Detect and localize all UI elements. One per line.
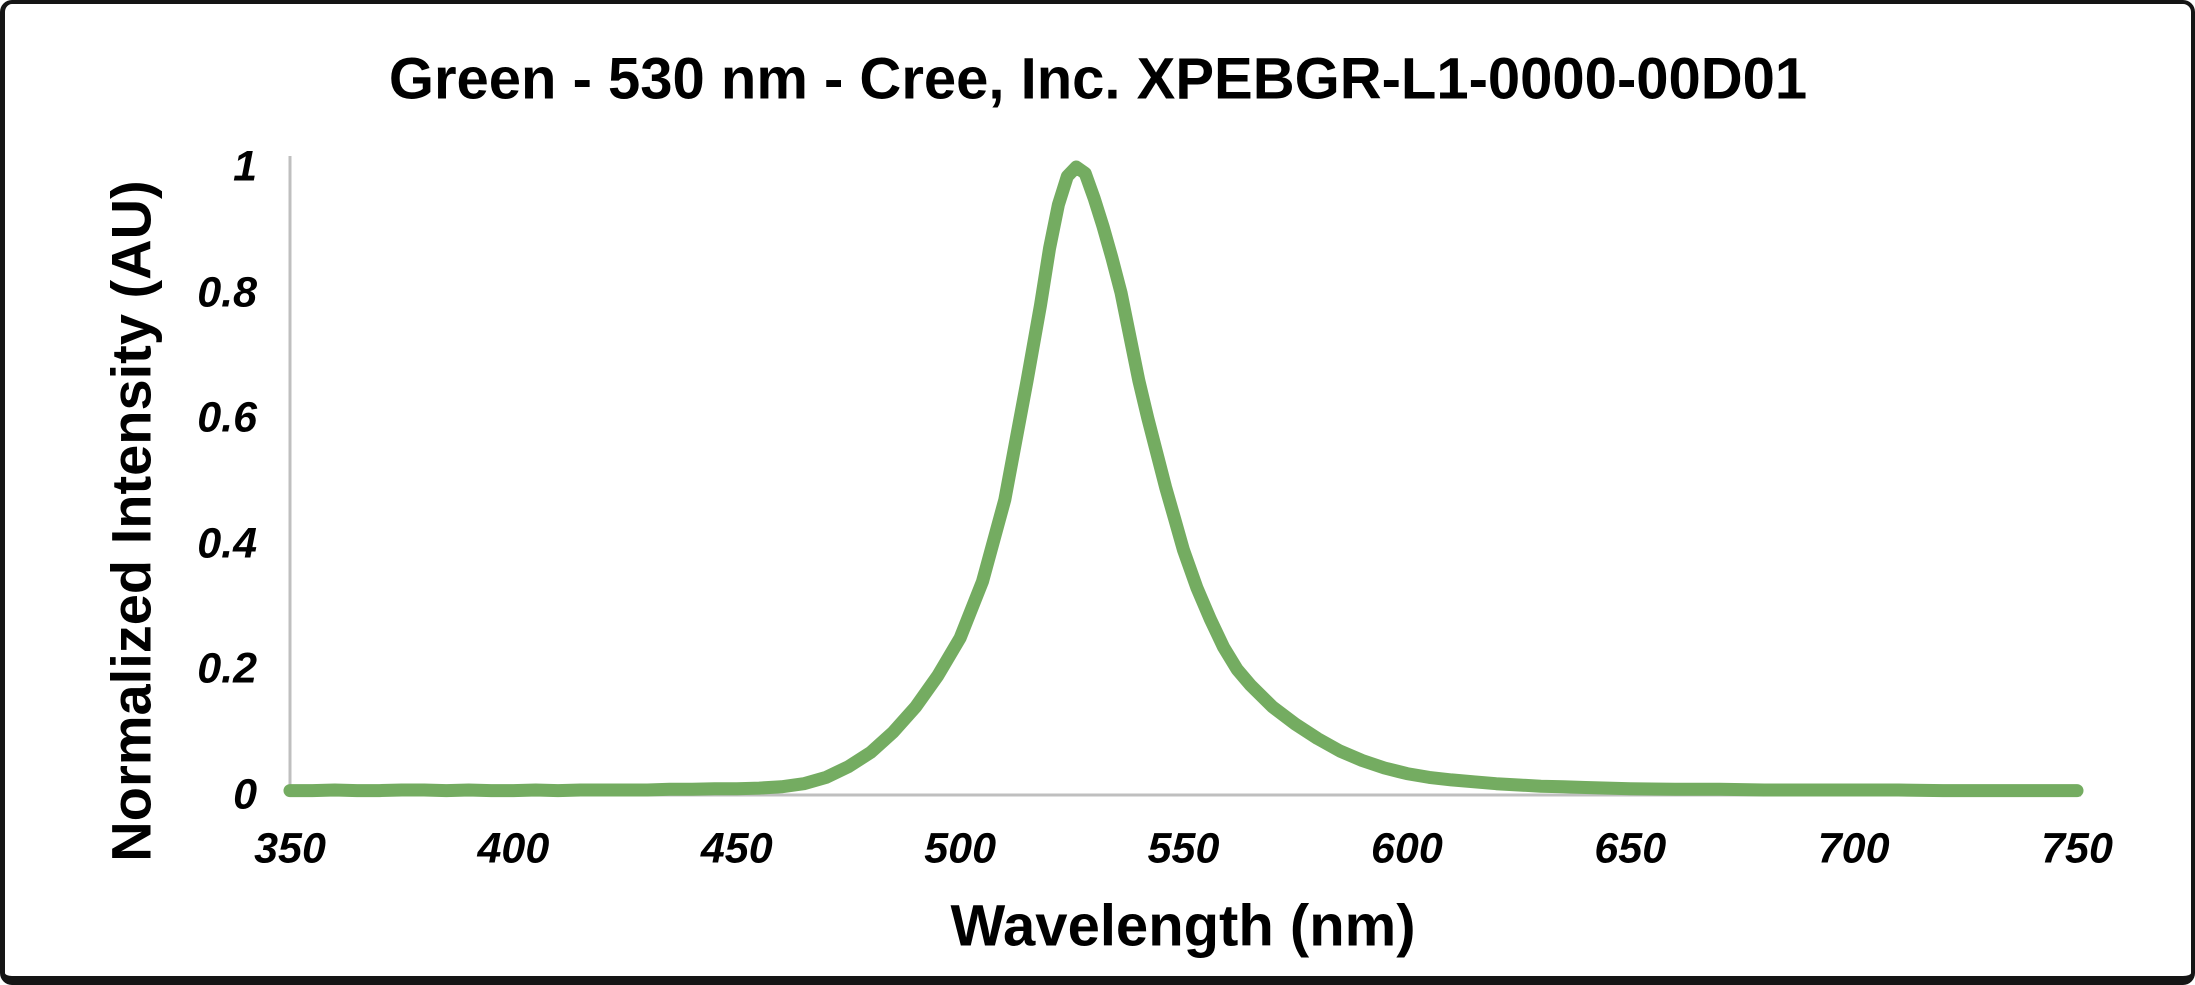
x-tick-label: 450 [700,824,773,873]
y-axis-title: Normalized Intensity (AU) [99,180,163,862]
spectrum-plot [283,156,2084,798]
spectrum-curve [283,160,2084,798]
chart-surface: Green - 530 nm - Cree, Inc. XPEBGR-L1-00… [5,4,2191,976]
x-axis-title: Wavelength (nm) [950,893,1416,959]
x-tick-label: 700 [1817,824,1890,873]
x-tick-label: 750 [2041,824,2113,873]
y-tick-label: 0 [233,770,257,819]
x-tick-label: 350 [254,824,326,873]
y-tick-label: 0.2 [197,644,257,693]
x-tick-label: 500 [924,824,996,873]
x-tick-label: 550 [1147,824,1220,873]
x-tick-label: 600 [1371,824,1443,873]
x-tick-label: 400 [477,824,550,873]
y-tick-label: 0.4 [197,519,257,568]
x-tick-label: 650 [1594,824,1667,873]
y-tick-label: 0.6 [197,393,257,442]
y-tick-label: 1 [233,142,257,191]
y-tick-label: 0.8 [197,268,257,317]
chart-title: Green - 530 nm - Cree, Inc. XPEBGR-L1-00… [388,46,1808,112]
